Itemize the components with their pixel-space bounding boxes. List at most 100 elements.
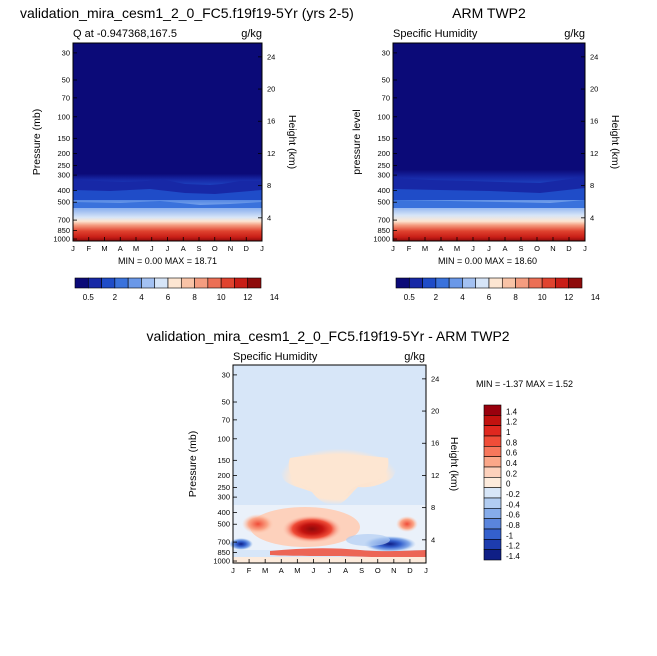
- x-tick-label: S: [196, 244, 201, 253]
- x-tick-label: M: [262, 566, 268, 575]
- colorbar-label: 1.4: [506, 407, 518, 416]
- x-tick-label: J: [583, 244, 587, 253]
- y-right-tick-label: 12: [267, 149, 275, 158]
- x-tick-label: N: [550, 244, 555, 253]
- colorbar-label: 4: [460, 293, 465, 302]
- y-tick-label: 500: [57, 198, 70, 207]
- y-tick-label: 400: [377, 186, 390, 195]
- y-tick-label: 300: [57, 171, 70, 180]
- x-tick-label: J: [471, 244, 475, 253]
- colorbar-swatch: [483, 477, 502, 488]
- y-tick-label: 850: [57, 226, 70, 235]
- colorbar-swatch: [87, 277, 102, 289]
- colorbar-label: 6: [487, 293, 492, 302]
- panel2-plot: pressure level Height (km) J F M A M J J A S O N D J…: [351, 42, 621, 266]
- colorbar-swatch: [483, 497, 502, 509]
- panel3-y-right-ticks: 24 20 16 12 8 4: [422, 374, 439, 544]
- panel1-y-axis-label: Pressure (mb): [31, 109, 43, 176]
- y-tick-label: 70: [62, 93, 70, 102]
- colorbar-swatch: [462, 277, 477, 289]
- colorbar-label: 10: [217, 293, 226, 302]
- y-tick-label: 250: [217, 483, 230, 492]
- y-right-tick-label: 24: [267, 52, 275, 61]
- panel3-left-positive: [242, 514, 274, 534]
- y-tick-label: 30: [222, 370, 230, 379]
- y-right-tick-label: 8: [431, 503, 435, 512]
- colorbar-swatch: [568, 277, 583, 289]
- colorbar-swatch: [247, 277, 262, 289]
- y-tick-label: 100: [217, 434, 230, 443]
- colorbar-swatch: [167, 277, 182, 289]
- colorbar-label: 14: [270, 293, 279, 302]
- y-tick-label: 200: [57, 149, 70, 158]
- y-tick-label: 200: [217, 471, 230, 480]
- x-tick-label: O: [212, 244, 218, 253]
- panel3-neg-halo: [346, 534, 390, 546]
- panel3-upper-positive-core: [288, 454, 389, 499]
- colorbar-label: 0.8: [506, 438, 518, 447]
- panel3-y-right-axis-label: Height (km): [448, 437, 460, 491]
- y-right-tick-label: 20: [590, 85, 598, 94]
- y-right-tick-label: 20: [267, 85, 275, 94]
- y-tick-label: 30: [62, 48, 70, 57]
- panel2-y-right-ticks: 24 20 16 12 8 4: [581, 52, 598, 222]
- colorbar-swatch: [483, 404, 502, 416]
- colorbar-label: 0.6: [506, 449, 518, 458]
- x-tick-label: J: [391, 244, 395, 253]
- colorbar-swatch: [528, 277, 543, 289]
- panel3-colorbar: 1.4 1.210.8 0.60.40.2 0-0.2-0.4 -0.6-0.8-1 -1…: [483, 404, 520, 561]
- x-tick-label: A: [118, 244, 123, 253]
- y-tick-label: 500: [377, 198, 390, 207]
- x-tick-label: D: [566, 244, 572, 253]
- colorbar-swatch: [483, 425, 502, 437]
- panel2-moisture-contour-2: [393, 188, 585, 200]
- y-tick-label: 250: [57, 161, 70, 170]
- colorbar-swatch: [541, 277, 556, 289]
- y-tick-label: 300: [217, 493, 230, 502]
- colorbar-label: -0.6: [506, 511, 520, 520]
- colorbar-swatch: [395, 277, 410, 289]
- colorbar-label: 0: [506, 480, 511, 489]
- colorbar-label: 0.2: [506, 469, 518, 478]
- colorbar-label: 12: [243, 293, 252, 302]
- colorbar-swatch: [488, 277, 503, 289]
- y-right-tick-label: 8: [267, 181, 271, 190]
- x-tick-label: J: [312, 566, 316, 575]
- colorbar-swatch: [483, 549, 502, 561]
- y-tick-label: 100: [57, 112, 70, 121]
- colorbar-swatch: [555, 277, 570, 289]
- x-tick-label: A: [181, 244, 186, 253]
- y-tick-label: 50: [222, 398, 230, 407]
- x-tick-label: J: [231, 566, 235, 575]
- y-tick-label: 50: [62, 76, 70, 85]
- colorbar-swatch: [483, 539, 502, 550]
- colorbar-swatch: [180, 277, 195, 289]
- x-tick-label: M: [454, 244, 460, 253]
- panel1-variable-label: Q at -0.947368,167.5: [73, 28, 177, 40]
- y-tick-label: 400: [57, 186, 70, 195]
- x-tick-label: J: [260, 244, 264, 253]
- colorbar-label: -0.4: [506, 500, 520, 509]
- colorbar-label: 0.4: [506, 459, 518, 468]
- panel3-right-positive: [396, 516, 418, 532]
- colorbar-swatch: [127, 277, 142, 289]
- colorbar-swatch: [101, 277, 116, 289]
- colorbar-label: 0.5: [404, 293, 416, 302]
- y-tick-label: 70: [382, 93, 390, 102]
- colorbar-swatch: [207, 277, 222, 289]
- panel1-min-max: MIN = 0.00 MAX = 18.71: [118, 256, 217, 266]
- panel2-units-label: g/kg: [564, 28, 585, 40]
- y-tick-label: 200: [377, 149, 390, 158]
- colorbar-label: -0.2: [506, 490, 520, 499]
- panel1-field: [73, 43, 262, 241]
- x-tick-label: M: [133, 244, 139, 253]
- panel3-y-axis-label: Pressure (mb): [187, 431, 199, 498]
- panel1-y-right-ticks: 24 20 16 12 8 4: [258, 52, 275, 222]
- y-tick-label: 100: [377, 112, 390, 121]
- y-tick-label: 700: [377, 216, 390, 225]
- x-tick-label: A: [279, 566, 284, 575]
